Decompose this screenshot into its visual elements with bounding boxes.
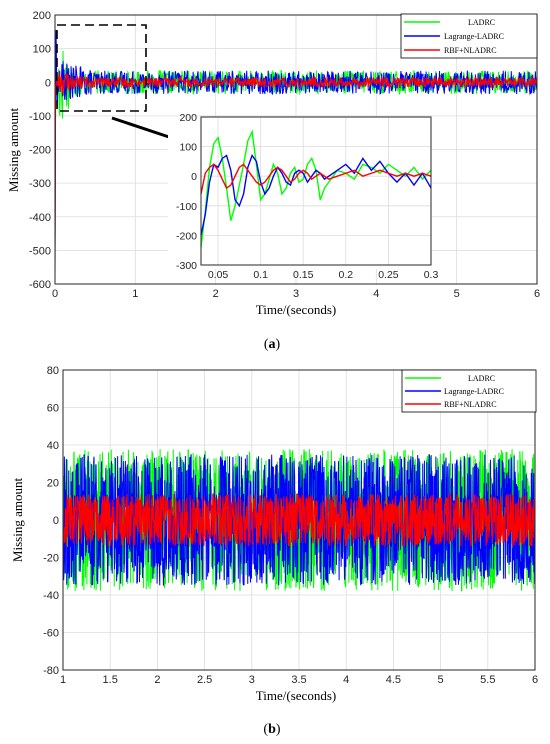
x-tick-label: 0.05 <box>208 269 229 281</box>
x-tick-label: 0.3 <box>424 269 439 281</box>
y-tick-label: 80 <box>47 365 59 377</box>
x-tick-label: 3 <box>249 674 255 686</box>
legend-label-rbf-a: RBF+NLADRC <box>444 46 497 55</box>
y-tick-label: -300 <box>29 178 51 190</box>
zoom-region-box <box>56 24 147 112</box>
x-axis-label-a: Time/(seconds) <box>256 302 336 317</box>
inset-series-rbf-nladrc <box>200 163 432 195</box>
y-tick-label: 0 <box>191 171 197 183</box>
inset-frame <box>200 116 432 266</box>
inset-background <box>168 117 432 269</box>
y-tick-label: -60 <box>43 628 59 640</box>
legend-label-lagrange-a: Lagrange-LADRC <box>444 32 504 41</box>
x-tick-label: 1.5 <box>103 674 118 686</box>
y-tick-label: -500 <box>29 245 51 257</box>
caption-b: (b) <box>263 722 280 737</box>
y-tick-label: -40 <box>43 590 59 602</box>
series-rbf-nladrc-b <box>62 493 536 547</box>
x-tick-label: 4.5 <box>386 674 401 686</box>
legend-label-rbf-b: RBF+NLADRC <box>444 400 497 409</box>
y-tick-label: 20 <box>47 478 59 490</box>
y-tick-label: 40 <box>47 440 59 452</box>
x-tick-label: 0.1 <box>253 269 268 281</box>
x-tick-label: 5 <box>454 288 460 300</box>
y-axis-label-b: Missing amount <box>10 478 25 563</box>
y-tick-labels-b: 80 60 40 20 0 -20 -40 -60 -80 <box>43 365 59 677</box>
legend-label-ladrc-a: LADRC <box>468 18 495 27</box>
x-tick-labels-b: 1 1.5 2 2.5 3 3.5 4 4.5 5 5.5 6 <box>60 674 538 686</box>
x-tick-label: 4 <box>373 288 379 300</box>
series-rbf-nladrc-a <box>54 71 538 285</box>
caption-a: (a) <box>264 337 281 352</box>
legend-label-ladrc-b: LADRC <box>468 374 495 383</box>
x-tick-label: 6 <box>534 288 540 300</box>
x-tick-label: 4 <box>343 674 349 686</box>
y-tick-labels-a: 200 100 0 -100 -200 -300 -400 -500 -600 <box>29 10 51 291</box>
legend-label-lagrange-b: Lagrange-LADRC <box>444 387 504 396</box>
x-tick-label: 2.5 <box>197 674 212 686</box>
series-lagrange-ladrc-a <box>54 30 538 271</box>
y-axis-label-a: Missing amount <box>6 108 21 193</box>
y-tick-label: -20 <box>43 553 59 565</box>
y-tick-label: 0 <box>53 515 59 527</box>
x-tick-label: 3 <box>293 288 299 300</box>
plot-frame-a <box>54 14 538 285</box>
x-axis-label-b: Time/(seconds) <box>256 688 336 703</box>
y-tick-label: -300 <box>176 260 197 272</box>
x-tick-label: 1 <box>60 674 66 686</box>
series-group-a <box>54 30 538 285</box>
x-tick-labels-a: 0 1 2 3 4 5 6 <box>52 288 540 300</box>
y-tick-label: -600 <box>29 279 51 291</box>
x-tick-label: 2 <box>213 288 219 300</box>
chart-panel-b: 80 60 40 20 0 -20 -40 -60 -80 1 1.5 2 2.5 3 3.5 4 4.5 5 5… <box>10 365 538 703</box>
x-tick-label: 6 <box>532 674 538 686</box>
inset-series-ladrc <box>200 129 432 248</box>
y-tick-label: 60 <box>47 403 59 415</box>
y-tick-label: 200 <box>33 10 51 22</box>
caption-b-letter: b <box>268 722 276 737</box>
x-tick-label: 1 <box>132 288 138 300</box>
y-tick-label: -200 <box>29 145 51 157</box>
x-tick-label: 5.5 <box>480 674 495 686</box>
y-tick-label: -100 <box>29 111 51 123</box>
x-tick-label: 0 <box>52 288 58 300</box>
y-tick-label: 100 <box>179 142 197 154</box>
y-tick-label: -200 <box>176 230 197 242</box>
caption-a-letter: a <box>269 337 276 352</box>
y-tick-label: 0 <box>45 77 51 89</box>
legend-a: LADRC Lagrange-LADRC RBF+NLADRC <box>400 13 538 59</box>
x-tick-label: 0.25 <box>378 269 399 281</box>
y-tick-label: -80 <box>43 665 59 677</box>
inset-series-group <box>200 129 432 248</box>
x-tick-label: 5 <box>438 674 444 686</box>
plot-frame-b <box>62 369 536 671</box>
x-tick-label: 3.5 <box>291 674 306 686</box>
x-tick-label: 0.2 <box>339 269 354 281</box>
inset-y-tick-labels: 200 100 0 -100 -200 -300 <box>176 112 197 272</box>
inset-series-lagrange-ladrc <box>200 153 432 236</box>
x-tick-label: 0.15 <box>293 269 314 281</box>
y-tick-label: -100 <box>176 201 197 213</box>
y-tick-label: 100 <box>33 44 51 56</box>
y-tick-label: 200 <box>179 112 197 124</box>
y-tick-label: -400 <box>29 212 51 224</box>
series-group-b <box>62 449 536 592</box>
x-tick-label: 2 <box>154 674 160 686</box>
zoom-arrow <box>111 116 179 142</box>
legend-b: LADRC Lagrange-LADRC RBF+NLADRC <box>401 369 537 413</box>
inset-x-tick-labels: 0.05 0.1 0.15 0.2 0.25 0.3 <box>208 269 439 281</box>
